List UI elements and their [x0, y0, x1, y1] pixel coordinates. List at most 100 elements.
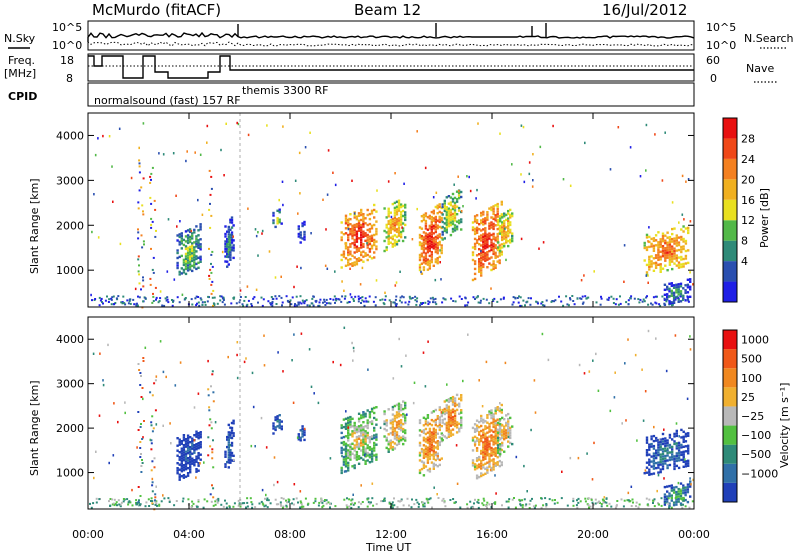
power-cell: [438, 220, 441, 224]
power-cell: [280, 222, 283, 225]
power-cell: [142, 210, 144, 213]
power-cell: [440, 216, 443, 220]
velocity-cell: [342, 443, 346, 446]
velocity-cell: [521, 506, 524, 509]
velocity-cell: [475, 464, 479, 467]
power-cell: [675, 288, 678, 291]
velocity-cell: [391, 423, 395, 426]
velocity-cell: [672, 491, 676, 494]
power-cell: [625, 301, 628, 304]
velocity-cell: [180, 450, 183, 453]
power-cell: [457, 196, 461, 200]
power-cell: [462, 205, 464, 208]
velocity-cell: [395, 438, 399, 442]
power-cell: [280, 296, 283, 299]
power-cell: [672, 286, 676, 289]
velocity-cell: [321, 501, 324, 504]
power-cell: [155, 296, 158, 299]
velocity-cell: [673, 440, 676, 443]
velocity-cell: [652, 459, 656, 463]
power-cell: [682, 297, 685, 300]
power-cell: [440, 219, 443, 222]
power-cell: [394, 298, 397, 301]
power-cell: [176, 264, 179, 267]
velocity-cell: [671, 455, 674, 459]
velocity-cell: [432, 440, 435, 443]
velocity-cell: [488, 410, 491, 413]
power-cell: [648, 263, 651, 266]
velocity-cell: [458, 430, 461, 433]
velocity-cell: [674, 334, 677, 337]
velocity-cell: [445, 421, 448, 425]
velocity-cell: [362, 433, 365, 436]
power-cell: [497, 246, 500, 249]
power-colorbar-tick-3: 16: [741, 194, 755, 207]
velocity-cell: [154, 409, 157, 412]
velocity-cell: [310, 385, 313, 388]
velocity-cell: [661, 465, 665, 468]
power-cell: [492, 237, 495, 241]
x-tick-label-1: 04:00: [173, 528, 205, 541]
velocity-cell: [480, 424, 483, 428]
velocity-cell: [424, 432, 428, 436]
velocity-cell: [153, 466, 156, 469]
velocity-cell: [405, 354, 407, 357]
power-cell: [420, 245, 424, 248]
velocity-cell: [224, 453, 227, 456]
velocity-cell: [180, 467, 183, 470]
power-cell: [482, 228, 485, 231]
power-cell: [230, 231, 234, 234]
velocity-cell: [438, 406, 441, 409]
velocity-cell: [599, 501, 601, 504]
velocity-cell: [140, 375, 142, 377]
velocity-cell: [391, 430, 395, 434]
velocity-cell: [501, 424, 504, 427]
power-cell: [443, 209, 446, 213]
velocity-cell: [344, 465, 348, 468]
power-cell: [473, 215, 477, 218]
power-cell: [583, 274, 585, 277]
velocity-cell: [418, 503, 420, 506]
velocity-cell: [182, 434, 186, 437]
velocity-cell: [207, 436, 210, 439]
velocity-cell: [475, 447, 479, 450]
power-cell: [520, 124, 523, 127]
velocity-cell: [227, 461, 230, 464]
velocity-cell: [274, 426, 277, 429]
power-cell: [503, 242, 506, 245]
velocity-cell: [449, 417, 453, 420]
power-cell: [257, 254, 259, 257]
velocity-cell: [265, 446, 268, 449]
power-cell: [492, 227, 495, 231]
velocity-cell: [668, 492, 671, 495]
velocity-cell: [677, 497, 680, 501]
velocity-cell: [664, 447, 667, 450]
velocity-cell: [360, 444, 363, 447]
power-cell: [682, 247, 685, 251]
power-cell: [366, 243, 369, 247]
power-cell: [558, 295, 560, 298]
power-cell: [486, 256, 489, 259]
power-cell: [453, 219, 457, 222]
velocity-cell: [347, 429, 350, 432]
power-cell: [180, 272, 183, 275]
power-cell: [509, 208, 512, 212]
velocity-cell: [428, 430, 432, 433]
power-cell: [453, 209, 457, 212]
velocity-cell: [428, 432, 432, 436]
velocity-cell: [264, 504, 267, 507]
velocity-cell: [349, 450, 352, 454]
velocity-cell: [397, 407, 401, 410]
velocity-cell: [362, 448, 365, 451]
power-cell: [482, 258, 485, 261]
velocity-cell: [227, 431, 230, 434]
power-cell: [486, 241, 489, 244]
power-cell: [432, 301, 434, 304]
power-cell: [438, 255, 441, 259]
velocity-cell: [498, 429, 501, 433]
velocity-cell: [317, 504, 320, 507]
velocity-cell: [445, 429, 448, 432]
power-cell: [507, 219, 510, 223]
velocity-cell: [137, 411, 140, 413]
velocity-cell: [422, 503, 425, 506]
